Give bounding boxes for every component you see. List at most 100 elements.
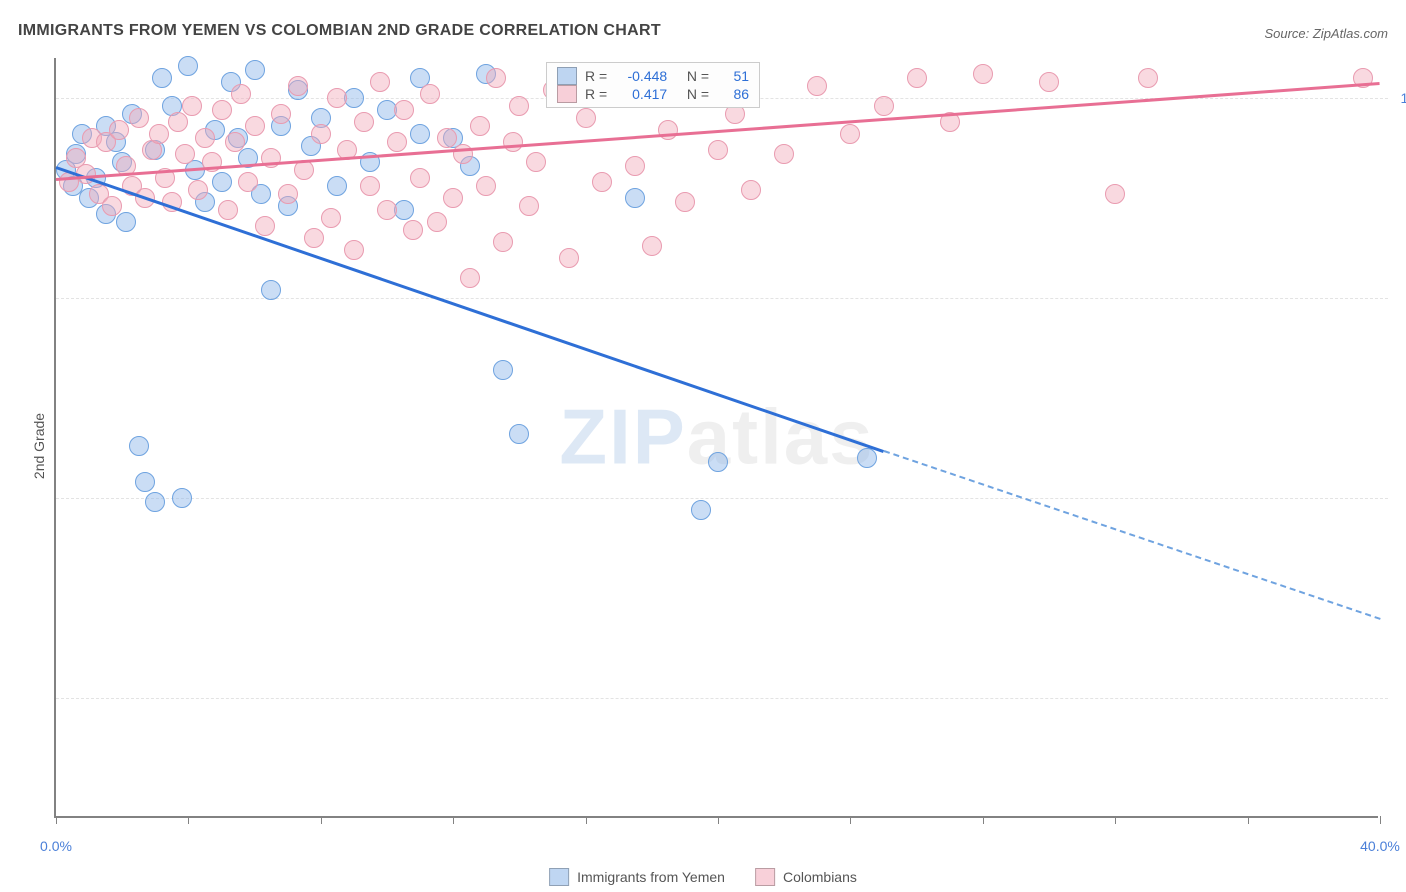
point — [102, 196, 122, 216]
stat-N-label: N = — [675, 68, 709, 84]
point — [255, 216, 275, 236]
trendline — [56, 166, 884, 452]
point — [874, 96, 894, 116]
stat-R-value: -0.448 — [615, 68, 667, 84]
point — [1138, 68, 1158, 88]
point — [387, 132, 407, 152]
point — [182, 96, 202, 116]
point — [109, 120, 129, 140]
point — [708, 452, 728, 472]
stat-R-label: R = — [585, 86, 607, 102]
point — [327, 88, 347, 108]
xtick — [1115, 816, 1116, 824]
source-label: Source: ZipAtlas.com — [1264, 26, 1388, 41]
xtick-label: 40.0% — [1360, 838, 1400, 854]
point — [493, 360, 513, 380]
stats-row: R =-0.448 N =51 — [557, 67, 749, 85]
stat-R-value: 0.417 — [615, 86, 667, 102]
point — [907, 68, 927, 88]
point — [394, 100, 414, 120]
point — [658, 120, 678, 140]
point — [807, 76, 827, 96]
point — [304, 228, 324, 248]
stats-swatch — [557, 85, 577, 103]
point — [741, 180, 761, 200]
point — [493, 232, 513, 252]
point — [188, 180, 208, 200]
legend-item-yemen: Immigrants from Yemen — [549, 868, 725, 886]
point — [212, 100, 232, 120]
point — [437, 128, 457, 148]
point — [675, 192, 695, 212]
point — [129, 436, 149, 456]
stat-N-value: 51 — [717, 68, 749, 84]
point — [625, 156, 645, 176]
point — [973, 64, 993, 84]
legend-label: Colombians — [783, 869, 857, 885]
point — [427, 212, 447, 232]
point — [840, 124, 860, 144]
point — [129, 108, 149, 128]
xtick — [586, 816, 587, 824]
xtick — [56, 816, 57, 824]
point — [625, 188, 645, 208]
point — [691, 500, 711, 520]
point — [178, 56, 198, 76]
stat-N-value: 86 — [717, 86, 749, 102]
legend-label: Immigrants from Yemen — [577, 869, 725, 885]
point — [245, 60, 265, 80]
point — [642, 236, 662, 256]
point — [486, 68, 506, 88]
point — [509, 96, 529, 116]
xtick — [983, 816, 984, 824]
point — [175, 144, 195, 164]
xtick — [718, 816, 719, 824]
point — [559, 248, 579, 268]
point — [311, 124, 331, 144]
point — [231, 84, 251, 104]
stats-box: R = -0.448 N = 51R = 0.417 N = 86 — [546, 62, 760, 108]
point — [271, 104, 291, 124]
point — [509, 424, 529, 444]
xtick — [1248, 816, 1249, 824]
point — [172, 488, 192, 508]
point — [1039, 72, 1059, 92]
point — [377, 200, 397, 220]
point — [576, 108, 596, 128]
stat-N-label: N = — [675, 86, 709, 102]
point — [218, 200, 238, 220]
legend: Immigrants from Yemen Colombians — [549, 868, 857, 886]
ytick-label: 100.0% — [1401, 90, 1406, 106]
point — [519, 196, 539, 216]
point — [149, 124, 169, 144]
point — [327, 176, 347, 196]
xtick — [1380, 816, 1381, 824]
point — [145, 492, 165, 512]
point — [288, 76, 308, 96]
stats-row: R = 0.417 N = 86 — [557, 85, 749, 103]
xtick — [453, 816, 454, 824]
xtick-label: 0.0% — [40, 838, 72, 854]
point — [135, 472, 155, 492]
point — [360, 176, 380, 196]
point — [857, 448, 877, 468]
point — [708, 140, 728, 160]
point — [245, 116, 265, 136]
point — [116, 212, 136, 232]
point — [261, 280, 281, 300]
point — [774, 144, 794, 164]
point — [403, 220, 423, 240]
xtick — [321, 816, 322, 824]
point — [212, 172, 232, 192]
plot-area: ZIPatlas 85.0%90.0%95.0%100.0%0.0%40.0%R… — [54, 58, 1378, 818]
point — [195, 128, 215, 148]
gridline — [56, 698, 1388, 699]
point — [370, 72, 390, 92]
legend-swatch-blue — [549, 868, 569, 886]
point — [354, 112, 374, 132]
point — [168, 112, 188, 132]
point — [526, 152, 546, 172]
legend-item-colombians: Colombians — [755, 868, 857, 886]
point — [460, 268, 480, 288]
legend-swatch-pink — [755, 868, 775, 886]
